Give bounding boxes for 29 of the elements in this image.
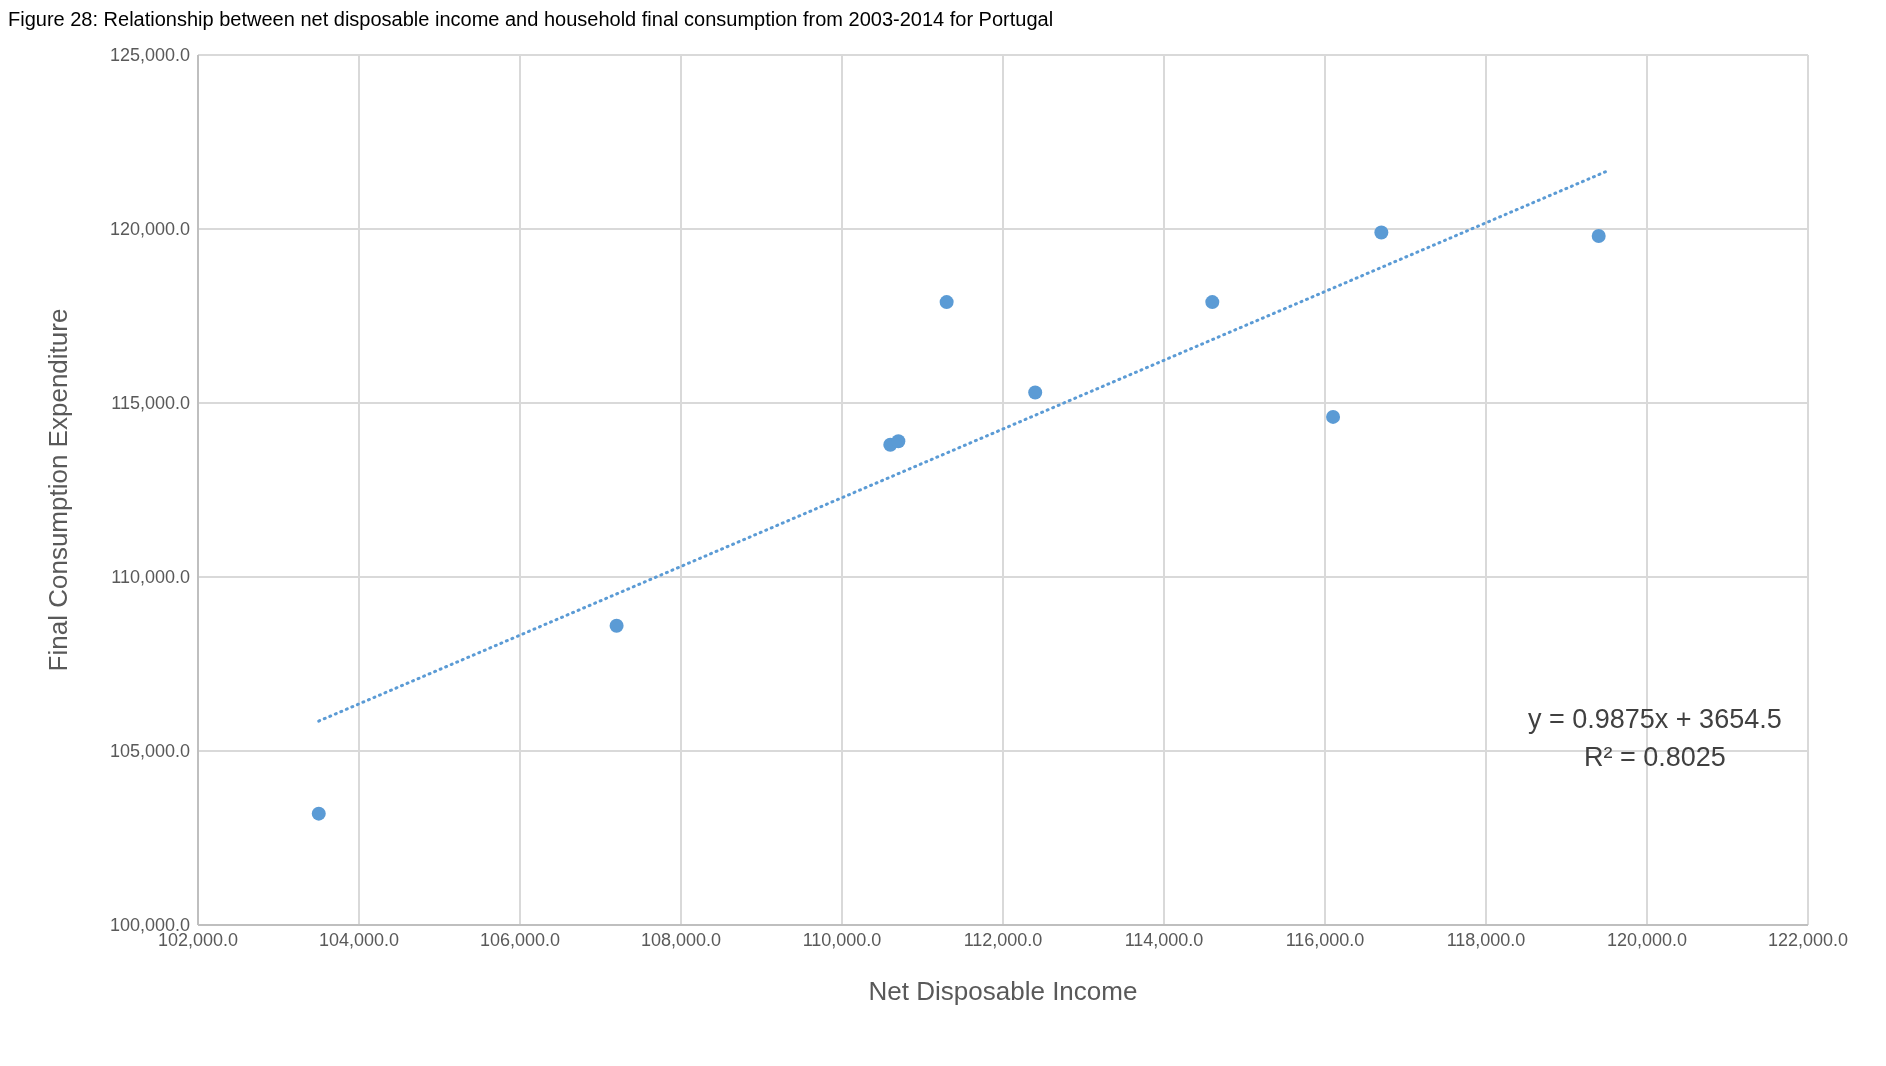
y-axis-title: Final Consumption Expenditure (43, 308, 74, 672)
point (1326, 409, 1341, 424)
x-tick-label: 112,000.0 (963, 929, 1043, 950)
x-tick-label: 120,000.0 (1606, 929, 1688, 950)
y-tick-label: 105,000.0 (109, 741, 190, 762)
x-tick-label: 116,000.0 (1285, 929, 1365, 950)
point (1028, 385, 1043, 400)
y-tick-label: 120,000.0 (109, 219, 190, 240)
annotation: R² = 0.8025 (1582, 741, 1727, 774)
x-tick-label: 118,000.0 (1446, 929, 1526, 950)
x-tick-label: 122,000.0 (1767, 929, 1849, 950)
point (939, 295, 954, 310)
y-tick-label: 125,000.0 (109, 45, 190, 66)
point (891, 434, 906, 449)
x-tick-label: 114,000.0 (1124, 929, 1204, 950)
point (1205, 295, 1220, 310)
y-tick-label: 115,000.0 (111, 393, 190, 414)
point (1591, 228, 1606, 243)
point (311, 806, 326, 821)
annotation: y = 0.9875x + 3654.5 (1528, 703, 1782, 736)
y-tick-label: 110,000.0 (111, 567, 190, 588)
x-tick-label: 110,000.0 (802, 929, 882, 950)
x-axis-title: Net Disposable Income (868, 976, 1138, 1006)
x-tick-label: 108,000.0 (640, 929, 722, 950)
point (1374, 225, 1389, 240)
point (609, 618, 624, 633)
x-tick-label: 104,000.0 (318, 929, 400, 950)
chart-title: Figure 28: Relationship between net disposable income and household final consumption from 2003-2014 for Portugal (8, 8, 1055, 32)
x-tick-label: 106,000.0 (479, 929, 561, 950)
